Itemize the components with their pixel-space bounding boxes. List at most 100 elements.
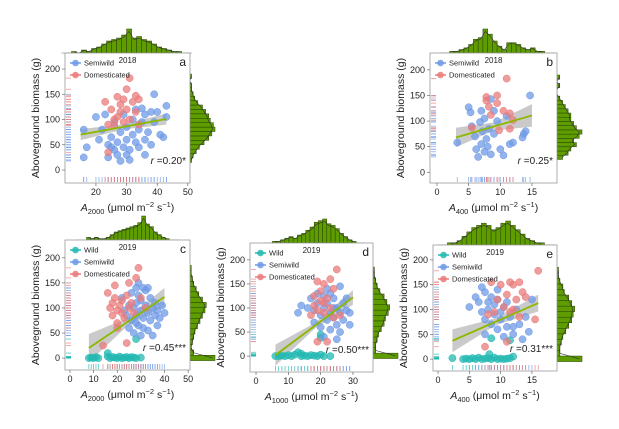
- data-point: [509, 138, 517, 147]
- data-point: [122, 85, 131, 94]
- y-tick-label: 0: [240, 351, 245, 361]
- y-tick-label: 0: [423, 354, 428, 364]
- data-point: [159, 133, 168, 142]
- data-point: [146, 294, 155, 302]
- y-tick-label: 150: [413, 280, 428, 290]
- x-tick-label: 40: [159, 374, 169, 384]
- legend-label: Domesticated: [452, 275, 498, 284]
- histogram-bar: [372, 325, 382, 332]
- data-point: [493, 91, 501, 100]
- data-point: [499, 151, 508, 160]
- data-point: [521, 293, 530, 301]
- correlation-symbol: r: [151, 156, 155, 167]
- data-point: [82, 143, 91, 152]
- data-point: [147, 140, 155, 149]
- data-point: [137, 331, 145, 340]
- x-tick-label: 50: [183, 374, 193, 384]
- x-label-unit: ): [171, 202, 175, 214]
- legend-marker: [437, 59, 444, 67]
- data-point: [336, 282, 344, 291]
- y-tick-label: 200: [410, 65, 425, 75]
- right-histogram: [372, 266, 399, 359]
- panel-a: 0 50 100 150 200 20 30 40 50 Aboveground biomass …: [30, 28, 216, 216]
- data-point: [146, 316, 155, 325]
- histogram-bar: [490, 229, 497, 246]
- data-point: [521, 127, 530, 136]
- data-point: [144, 128, 152, 136]
- x-label-unit: s: [518, 202, 526, 214]
- x-label-variable: A: [449, 390, 457, 402]
- histogram-bar: [149, 226, 154, 241]
- histogram-bar: [189, 135, 209, 141]
- data-point: [499, 303, 508, 311]
- data-point: [125, 74, 134, 82]
- data-point: [505, 124, 514, 133]
- histogram-bar: [334, 228, 340, 244]
- data-point: [326, 275, 335, 283]
- histogram-bar: [556, 322, 570, 329]
- top-histogram: [437, 220, 555, 246]
- x-tick-label: 20: [112, 374, 122, 384]
- correlation-symbol: r: [518, 156, 522, 167]
- histogram-bar: [524, 238, 531, 246]
- x-label-unit: s: [519, 390, 527, 402]
- histogram-bar: [482, 28, 488, 54]
- series-wild: [85, 335, 145, 362]
- y-tick-label: 200: [230, 255, 245, 265]
- data-point: [526, 91, 534, 100]
- data-point: [153, 108, 162, 116]
- data-point: [493, 325, 502, 334]
- x-label-variable: A: [448, 202, 456, 214]
- histogram-bar: [492, 40, 498, 54]
- data-point: [465, 303, 474, 311]
- data-point: [103, 289, 112, 297]
- histogram-bar: [189, 323, 198, 330]
- density-curve: [88, 217, 168, 240]
- histogram-bar: [146, 40, 152, 54]
- data-point: [303, 304, 312, 312]
- histogram-bar: [519, 233, 526, 246]
- histogram-bar: [510, 225, 516, 246]
- histogram-bar: [515, 229, 521, 246]
- histogram-bar: [468, 44, 474, 54]
- panel-year: 2019: [303, 246, 321, 255]
- y-tick-label: 0: [55, 165, 60, 175]
- x-tick-label: 30: [136, 374, 146, 384]
- data-point: [320, 308, 328, 317]
- density-curve: [373, 269, 396, 357]
- data-point: [487, 334, 496, 343]
- correlation-value: =0.50***: [329, 345, 369, 356]
- data-point: [116, 128, 125, 136]
- density-curve: [73, 30, 180, 54]
- data-point: [490, 308, 499, 316]
- data-point: [332, 320, 341, 329]
- x-label-unit: ): [535, 202, 539, 214]
- x-label-variable: A: [80, 389, 88, 401]
- data-point: [487, 278, 496, 287]
- data-point: [503, 290, 511, 299]
- legend-label: Wild: [269, 249, 284, 258]
- top-histogram: [61, 28, 192, 54]
- histogram-bar: [485, 225, 492, 246]
- correlation-label: r =0.25*: [518, 156, 553, 167]
- data-point: [467, 123, 476, 132]
- x-label-superscript: −2: [145, 387, 154, 396]
- data-point: [509, 352, 518, 361]
- data-point: [515, 320, 524, 329]
- y-axis-label: Aboveground biomass (g): [215, 247, 227, 367]
- histogram-bar: [556, 150, 569, 156]
- data-point: [127, 299, 136, 307]
- data-point: [486, 150, 495, 159]
- data-point: [466, 108, 475, 117]
- x-tick-label: 5: [466, 187, 471, 197]
- x-label-unit: (μmol m: [468, 202, 509, 214]
- x-label-unit: ): [355, 391, 359, 403]
- data-point: [129, 329, 138, 337]
- x-label-unit: s: [338, 391, 346, 403]
- data-point: [336, 328, 344, 336]
- histogram-bar: [153, 231, 158, 241]
- correlation-value: =0.45***: [146, 343, 186, 354]
- data-point: [326, 325, 335, 334]
- right-histogram: [556, 74, 583, 160]
